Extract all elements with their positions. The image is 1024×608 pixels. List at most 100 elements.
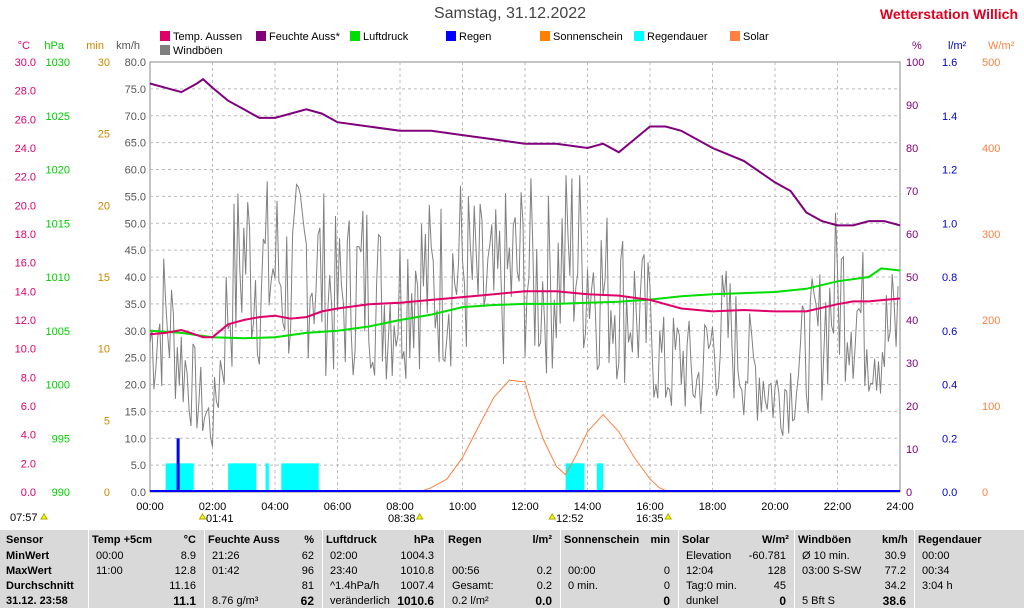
table-row-label: 31.12. 23:58	[6, 595, 68, 607]
tick-minutes: 20	[98, 200, 110, 212]
station-name[interactable]: Wetterstation Willich	[879, 6, 1018, 22]
table-separator	[444, 530, 445, 608]
axis-unit-minutes: min	[86, 40, 104, 52]
tick-pressure: 1005	[46, 326, 70, 338]
tick-temp: 0.0	[21, 487, 36, 499]
table-cell-value: 12.8	[174, 565, 196, 577]
tick-minutes: 15	[98, 272, 110, 284]
table-header: Sonnenschein	[564, 534, 640, 546]
marker-triangle	[40, 513, 48, 520]
table-cell-label: Elevation	[686, 550, 732, 562]
table-cell-value: 62	[300, 594, 314, 608]
legend-swatch	[446, 31, 456, 41]
tick-temp: 20.0	[15, 200, 36, 212]
table-separator	[560, 530, 561, 608]
table-cell-label: 8.76 g/m³	[212, 595, 259, 607]
tick-time: 24:00	[886, 501, 914, 513]
table-unit: hPa	[413, 534, 434, 546]
tick-time: 02:00	[199, 501, 227, 513]
tick-solar: 100	[982, 401, 1000, 413]
table-cell-value: -60.781	[748, 550, 786, 562]
tick-wind: 50.0	[125, 218, 146, 230]
table-separator	[88, 530, 89, 608]
tick-temp: 16.0	[15, 258, 36, 270]
tick-pressure: 1030	[46, 57, 70, 69]
tick-temp: 10.0	[15, 344, 36, 356]
table-cell-value: 38.6	[882, 594, 906, 608]
tick-time: 22:00	[824, 501, 852, 513]
bar-regen	[176, 438, 180, 492]
tick-rain: 1.2	[942, 165, 957, 177]
table-cell-label: 5 Bft S	[802, 595, 836, 607]
table-cell-value: 1004.3	[400, 550, 434, 562]
axis-unit-humidity: %	[912, 40, 922, 52]
table-cell: 00:34	[922, 565, 950, 577]
table-unit: W/m²	[762, 534, 789, 546]
tick-humidity: 80	[906, 143, 918, 155]
tick-minutes: 0	[104, 487, 110, 499]
table-cell-value: 81	[301, 580, 314, 592]
bar-regendauer	[596, 463, 604, 492]
table-header: Sensor	[6, 534, 44, 546]
table-cell-value: 0	[663, 565, 670, 577]
tick-time: 18:00	[699, 501, 727, 513]
table-cell-label: 0 min.	[568, 580, 598, 592]
tick-humidity: 70	[906, 186, 918, 198]
bar-regendauer	[281, 463, 319, 492]
legend-item: Windböen	[160, 45, 223, 57]
legend-label: Regen	[459, 31, 492, 43]
tick-temp: 18.0	[15, 229, 36, 241]
tick-wind: 10.0	[125, 433, 146, 445]
legend-item: Sonnenschein	[540, 31, 623, 43]
table-unit: km/h	[882, 534, 908, 546]
table-header: Luftdruck	[326, 534, 377, 546]
tick-rain: 0.4	[942, 380, 957, 392]
tick-rain: 1.0	[942, 218, 957, 230]
tick-humidity: 100	[906, 57, 924, 69]
tick-temp: 14.0	[15, 286, 36, 298]
tick-time: 10:00	[449, 501, 477, 513]
table-cell-label: 23:40	[330, 565, 358, 577]
tick-solar: 300	[982, 229, 1000, 241]
bar-regendauer	[565, 463, 585, 492]
table-cell-value: 0	[779, 594, 786, 608]
tick-time: 20:00	[761, 501, 789, 513]
tick-humidity: 90	[906, 100, 918, 112]
table-cell: 3:04 h	[922, 580, 953, 592]
tick-temp: 12.0	[15, 315, 36, 327]
legend-swatch	[350, 31, 360, 41]
tick-pressure: 1020	[46, 165, 70, 177]
table-cell-value: 8.9	[180, 550, 196, 562]
tick-minutes: 30	[98, 57, 110, 69]
table-cell-value: 30.9	[884, 550, 906, 562]
table-cell-label: dunkel	[686, 595, 719, 607]
tick-temp: 6.0	[21, 401, 36, 413]
marker-triangle	[415, 513, 424, 520]
tick-temp: 24.0	[15, 143, 36, 155]
table-cell-value: 96	[301, 565, 314, 577]
axis-unit-solar: W/m²	[988, 40, 1015, 52]
table-cell-label: Ø 10 min.	[802, 550, 850, 562]
tick-time: 14:00	[574, 501, 602, 513]
tick-wind: 30.0	[125, 326, 146, 338]
table-separator	[794, 530, 795, 608]
tick-minutes: 25	[98, 129, 110, 141]
tick-rain: 0.0	[942, 487, 957, 499]
table-cell-value: 0	[663, 580, 670, 592]
axis-unit-wind: km/h	[116, 40, 140, 52]
legend-swatch	[730, 31, 740, 41]
table-unit: %	[304, 534, 314, 546]
tick-rain: 0.2	[942, 433, 957, 445]
legend-label: Solar	[743, 31, 769, 43]
legend-swatch	[256, 31, 266, 41]
table-cell-value: 0.2	[536, 565, 552, 577]
table-unit: min	[650, 534, 670, 546]
tick-pressure: 995	[52, 433, 70, 445]
legend-item: Regen	[446, 31, 491, 43]
tick-humidity: 10	[906, 444, 918, 456]
tick-time: 00:00	[136, 501, 164, 513]
marker-tmin: 01:41	[206, 513, 234, 525]
legend-label: Sonnenschein	[553, 31, 623, 43]
table-cell-label: 0.2 l/m²	[452, 595, 489, 607]
